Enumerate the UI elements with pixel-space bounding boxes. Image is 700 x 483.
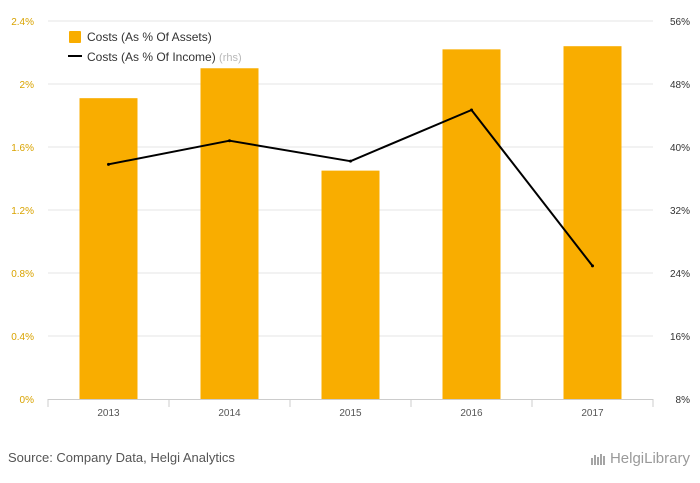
x-tick-label: 2016: [460, 408, 483, 419]
x-axis: 2013 2014 2015 2016 2017: [47, 399, 654, 419]
legend-rhs-suffix: (rhs): [219, 52, 242, 64]
right-tick-label: 32%: [670, 206, 690, 217]
left-tick-label: 1.6%: [11, 143, 34, 154]
line-series: [107, 108, 594, 268]
line-point[interactable]: [107, 162, 110, 166]
legend-label-line: Costs (As % Of Income) (rhs): [87, 50, 242, 64]
left-tick-label: 0.8%: [11, 269, 34, 280]
left-tick-label: 0%: [20, 395, 35, 406]
right-tick-label: 56%: [670, 17, 690, 28]
bar[interactable]: [200, 68, 259, 399]
source-text: Source: Company Data, Helgi Analytics: [8, 450, 235, 465]
legend: Costs (As % Of Assets) Costs (As % Of In…: [68, 30, 242, 64]
footer: Source: Company Data, Helgi Analytics He…: [0, 440, 700, 483]
line-point[interactable]: [591, 264, 594, 268]
right-tick-label: 40%: [670, 143, 690, 154]
left-axis: 0% 0.4% 0.8% 1.2% 1.6% 2% 2.4%: [11, 17, 34, 406]
left-tick-label: 2.4%: [11, 17, 34, 28]
left-tick-label: 2%: [20, 80, 35, 91]
right-tick-label: 48%: [670, 80, 690, 91]
right-tick-label: 24%: [670, 269, 690, 280]
bar[interactable]: [321, 170, 380, 399]
right-tick-label: 16%: [670, 332, 690, 343]
left-tick-label: 1.2%: [11, 206, 34, 217]
left-tick-label: 0.4%: [11, 332, 34, 343]
bar[interactable]: [442, 49, 501, 399]
x-tick-label: 2013: [97, 408, 120, 419]
x-tick-label: 2014: [218, 408, 241, 419]
legend-swatch-bar: [69, 31, 81, 43]
right-tick-label: 8%: [676, 395, 691, 406]
bar[interactable]: [563, 46, 622, 399]
line-point[interactable]: [349, 159, 352, 163]
line-point[interactable]: [470, 108, 473, 112]
x-tick-label: 2015: [339, 408, 362, 419]
combo-chart: 0% 0.4% 0.8% 1.2% 1.6% 2% 2.4% 8% 16% 24% 32% 40% 4…: [11, 17, 690, 419]
library-icon: [590, 453, 605, 465]
bar-series: [79, 46, 622, 400]
brand-logo[interactable]: HelgiLibrary: [590, 450, 690, 467]
x-tick-label: 2017: [581, 408, 604, 419]
brand-name: HelgiLibrary: [609, 450, 690, 467]
line-point[interactable]: [228, 139, 231, 143]
bar[interactable]: [79, 98, 138, 400]
right-axis: 8% 16% 24% 32% 40% 48% 56%: [670, 17, 690, 406]
legend-label-bar: Costs (As % Of Assets): [87, 30, 212, 44]
